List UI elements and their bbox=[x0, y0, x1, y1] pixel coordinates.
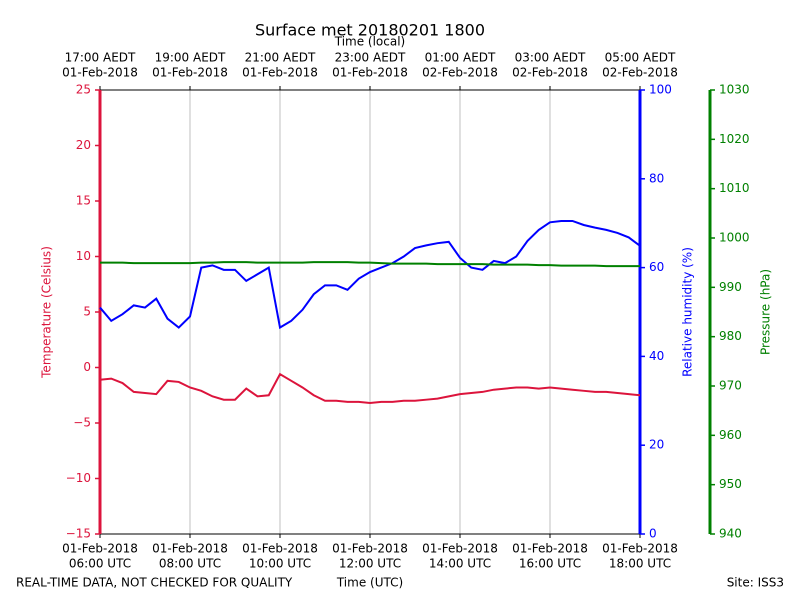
x-tick-date: 01-Feb-2018 bbox=[602, 542, 678, 556]
y-tick-label: −5 bbox=[73, 416, 91, 430]
y2-axis-label: Relative humidity (%) bbox=[681, 247, 695, 377]
series-line bbox=[100, 261, 640, 268]
x-axis-label: Time (UTC) bbox=[336, 576, 403, 590]
y3-tick-label: 960 bbox=[719, 428, 742, 442]
x-tick-date: 01-Feb-2018 bbox=[332, 542, 408, 556]
x2-tick-label: 01:00 AEDT bbox=[425, 51, 496, 65]
x2-tick-label: 03:00 AEDT bbox=[515, 51, 586, 65]
x2-tick-label: 19:00 AEDT bbox=[155, 51, 226, 65]
x-tick-label: 06:00 UTC bbox=[69, 557, 131, 571]
series-line bbox=[99, 372, 641, 405]
y-axis-label: Temperature (Celsius) bbox=[40, 246, 54, 379]
x-tick-label: 08:00 UTC bbox=[159, 557, 221, 571]
x2-tick-date: 02-Feb-2018 bbox=[602, 66, 678, 80]
x2-tick-date: 01-Feb-2018 bbox=[62, 66, 138, 80]
y3-tick-label: 1000 bbox=[719, 231, 750, 245]
y-tick-label: 20 bbox=[76, 138, 91, 152]
y-tick-label: 10 bbox=[76, 249, 91, 263]
chart-title: Surface met 20180201 1800 bbox=[255, 21, 485, 40]
footer-note: REAL-TIME DATA, NOT CHECKED FOR QUALITY bbox=[16, 576, 293, 590]
x-tick-date: 01-Feb-2018 bbox=[62, 542, 138, 556]
x2-tick-date: 01-Feb-2018 bbox=[152, 66, 228, 80]
x-tick-label: 16:00 UTC bbox=[519, 557, 581, 571]
y2-tick-label: 100 bbox=[649, 83, 672, 97]
x2-tick-label: 21:00 AEDT bbox=[245, 51, 316, 65]
x2-tick-label: 05:00 AEDT bbox=[605, 51, 676, 65]
series-line bbox=[99, 219, 641, 330]
y-tick-label: 5 bbox=[83, 305, 91, 319]
x-tick-date: 01-Feb-2018 bbox=[512, 542, 588, 556]
x-tick-label: 10:00 UTC bbox=[249, 557, 311, 571]
y3-tick-label: 970 bbox=[719, 379, 742, 393]
y2-tick-label: 80 bbox=[649, 171, 664, 185]
y3-tick-label: 950 bbox=[719, 477, 742, 491]
y2-tick-label: 60 bbox=[649, 260, 664, 274]
y-tick-label: 0 bbox=[83, 360, 91, 374]
y2-tick-label: 20 bbox=[649, 438, 664, 452]
y3-tick-label: 1010 bbox=[719, 181, 750, 195]
x-tick-date: 01-Feb-2018 bbox=[242, 542, 318, 556]
x2-tick-date: 02-Feb-2018 bbox=[422, 66, 498, 80]
y3-tick-label: 980 bbox=[719, 329, 742, 343]
x2-axis-label: Time (local) bbox=[334, 35, 406, 49]
y3-tick-label: 1020 bbox=[719, 132, 750, 146]
x2-tick-date: 01-Feb-2018 bbox=[332, 66, 408, 80]
y2-tick-label: 40 bbox=[649, 349, 664, 363]
y-tick-label: −15 bbox=[66, 527, 91, 541]
y2-tick-label: 0 bbox=[649, 527, 657, 541]
x2-tick-label: 17:00 AEDT bbox=[65, 51, 136, 65]
y3-tick-label: 940 bbox=[719, 527, 742, 541]
x-tick-label: 14:00 UTC bbox=[429, 557, 491, 571]
site-label: Site: ISS3 bbox=[727, 576, 784, 590]
y3-tick-label: 990 bbox=[719, 280, 742, 294]
x2-tick-label: 23:00 AEDT bbox=[335, 51, 406, 65]
x2-tick-date: 01-Feb-2018 bbox=[242, 66, 318, 80]
x-tick-label: 12:00 UTC bbox=[339, 557, 401, 571]
x-tick-label: 18:00 UTC bbox=[609, 557, 671, 571]
y3-axis-label: Pressure (hPa) bbox=[759, 269, 773, 355]
y3-tick-label: 1030 bbox=[719, 83, 750, 97]
x-tick-date: 01-Feb-2018 bbox=[152, 542, 228, 556]
y-tick-label: 25 bbox=[76, 83, 91, 97]
x-tick-date: 01-Feb-2018 bbox=[422, 542, 498, 556]
y-tick-label: 15 bbox=[76, 194, 91, 208]
x2-tick-date: 02-Feb-2018 bbox=[512, 66, 588, 80]
y-tick-label: −10 bbox=[66, 471, 91, 485]
